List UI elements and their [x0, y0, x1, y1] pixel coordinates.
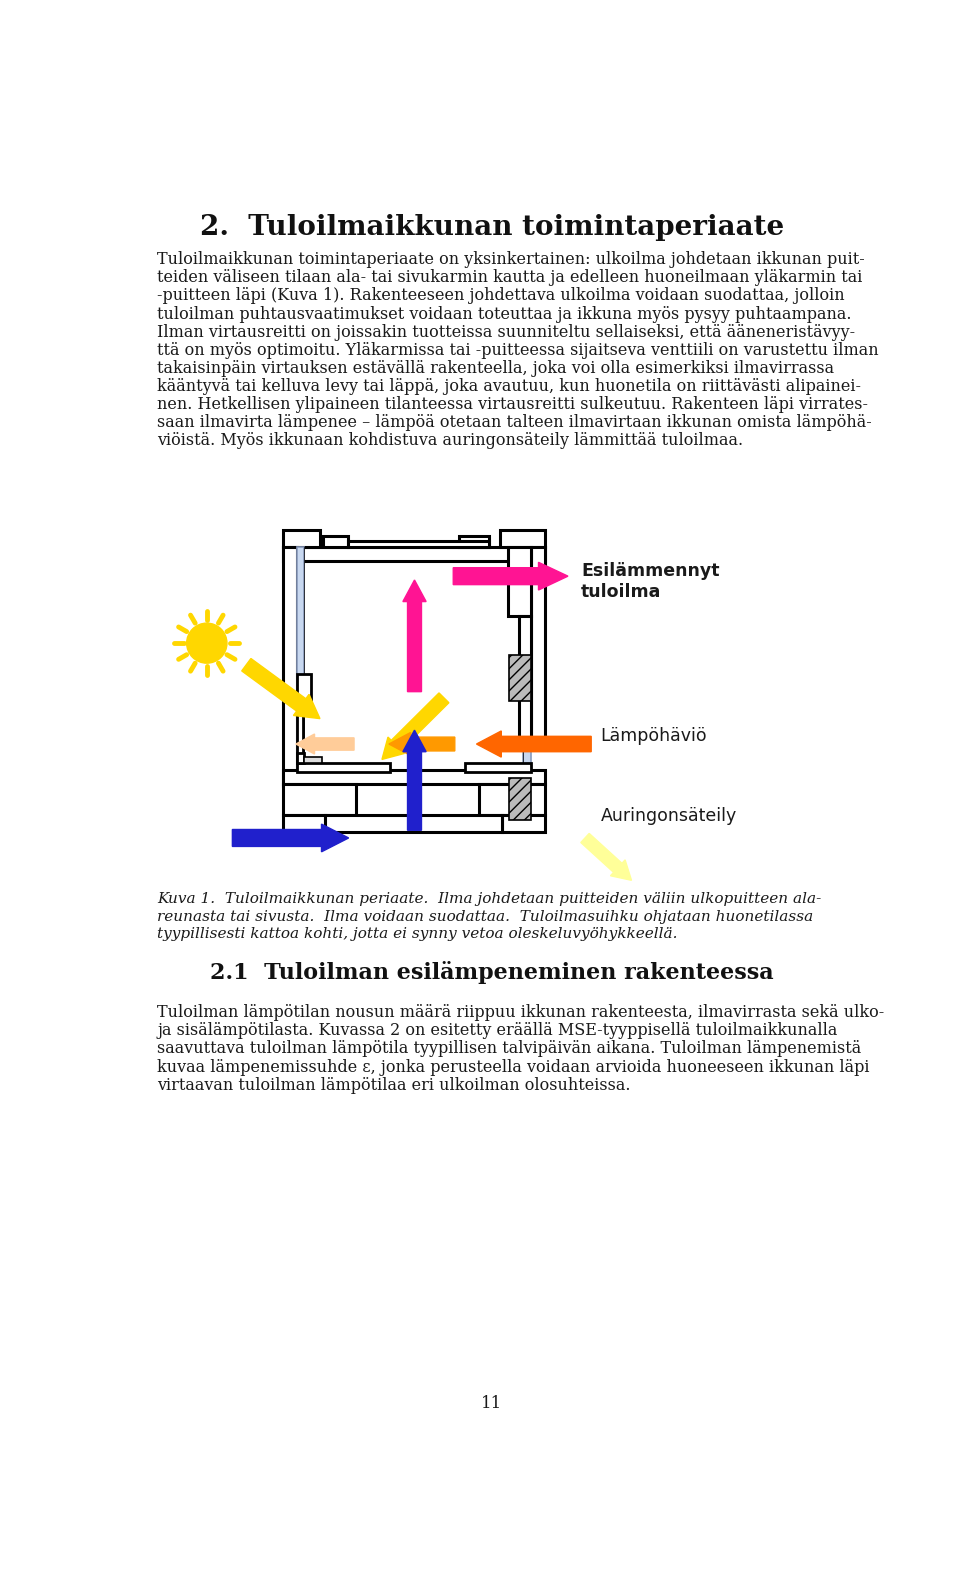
Bar: [297, 753, 304, 763]
Text: 11: 11: [481, 1394, 503, 1411]
Bar: [283, 784, 356, 816]
Bar: [508, 546, 531, 616]
Text: reunasta tai sivusta.  Ilma voidaan suodattaa.  Tuloilmasuihku ohjataan huonetil: reunasta tai sivusta. Ilma voidaan suoda…: [157, 910, 813, 924]
Bar: [500, 530, 544, 546]
Bar: [283, 816, 325, 832]
Bar: [502, 816, 544, 832]
Bar: [283, 530, 320, 546]
FancyArrow shape: [403, 580, 426, 691]
Text: saan ilmavirta lämpenee – lämpöä otetaan talteen ilmavirtaan ikkunan omista lämp: saan ilmavirta lämpenee – lämpöä otetaan…: [157, 414, 872, 432]
Bar: [297, 674, 311, 704]
FancyArrow shape: [232, 824, 348, 852]
Bar: [324, 537, 348, 546]
Text: virtaavan tuloilman lämpötilaa eri ulkoilman olosuhteissa.: virtaavan tuloilman lämpötilaa eri ulkoi…: [157, 1077, 631, 1094]
Text: ttä on myös optimoitu. Yläkarmissa tai -puitteessa sijaitseva venttiili on varus: ttä on myös optimoitu. Yläkarmissa tai -…: [157, 341, 878, 358]
Text: Auringonsäteily: Auringonsäteily: [601, 808, 736, 825]
Text: Kuva 1.  Tuloilmaikkunan periaate.  Ilma johdetaan puitteiden väliin ulkopuittee: Kuva 1. Tuloilmaikkunan periaate. Ilma j…: [157, 892, 822, 906]
Bar: [531, 546, 544, 739]
Text: kääntyvä tai kelluva levy tai läppä, joka avautuu, kun huonetila on riittävästi : kääntyvä tai kelluva levy tai läppä, jok…: [157, 378, 861, 395]
Text: teiden väliseen tilaan ala- tai sivukarmin kautta ja edelleen huoneilmaan yläkar: teiden väliseen tilaan ala- tai sivukarm…: [157, 269, 863, 287]
Text: takaisinpäin virtauksen estävällä rakenteella, joka voi olla esimerkiksi ilmavir: takaisinpäin virtauksen estävällä rakent…: [157, 360, 834, 378]
FancyArrow shape: [581, 833, 632, 881]
Bar: [297, 704, 303, 763]
Bar: [283, 546, 297, 785]
Text: viöistä. Myös ikkunaan kohdistuva auringonsäteily lämmittää tuloilmaa.: viöistä. Myös ikkunaan kohdistuva auring…: [157, 432, 743, 449]
Text: -puitteen läpi (Kuva 1). Rakenteeseen johdettava ulkoilma voidaan suodattaa, jol: -puitteen läpi (Kuva 1). Rakenteeseen jo…: [157, 287, 845, 304]
Text: 2.1  Tuloilman esilämpeneminen rakenteessa: 2.1 Tuloilman esilämpeneminen rakenteess…: [210, 961, 774, 984]
Bar: [523, 546, 531, 769]
FancyArrow shape: [389, 733, 455, 755]
Bar: [509, 655, 531, 701]
FancyArrow shape: [382, 693, 449, 760]
Bar: [460, 537, 489, 546]
FancyArrow shape: [403, 730, 426, 830]
Text: kuvaa lämpenemissuhde ε, jonka perusteella voidaan arvioida huoneeseen ikkunan l: kuvaa lämpenemissuhde ε, jonka perusteel…: [157, 1059, 870, 1075]
Text: Lämpöhäviö: Lämpöhäviö: [601, 726, 708, 746]
FancyArrow shape: [296, 734, 354, 753]
FancyArrow shape: [453, 562, 568, 589]
Text: tyypillisesti kattoa kohti, jotta ei synny vetoa oleskeluvyöhykkeellä.: tyypillisesti kattoa kohti, jotta ei syn…: [157, 927, 678, 941]
Text: tuloilman puhtausvaatimukset voidaan toteuttaa ja ikkuna myös pysyy puhtaampana.: tuloilman puhtausvaatimukset voidaan tot…: [157, 306, 852, 322]
Bar: [479, 784, 544, 816]
Bar: [297, 546, 304, 769]
Circle shape: [186, 623, 227, 663]
Bar: [519, 616, 531, 739]
Text: Tuloilmaikkunan toimintaperiaate on yksinkertainen: ulkoilma johdetaan ikkunan p: Tuloilmaikkunan toimintaperiaate on yksi…: [157, 252, 865, 268]
Bar: [509, 777, 531, 820]
Bar: [304, 546, 523, 769]
Text: nen. Hetkellisen ylipaineen tilanteessa virtausreitti sulkeutuu. Rakenteen läpi : nen. Hetkellisen ylipaineen tilanteessa …: [157, 397, 868, 413]
Bar: [465, 763, 531, 771]
Bar: [304, 757, 322, 763]
Bar: [325, 816, 502, 832]
Bar: [283, 769, 544, 784]
Text: saavuttava tuloilman lämpötila tyypillisen talvipäivän aikana. Tuloilman lämpene: saavuttava tuloilman lämpötila tyypillis…: [157, 1040, 861, 1058]
Text: ja sisälämpötilasta. Kuvassa 2 on esitetty eräällä MSE-tyyppisellä tuloilmaikkun: ja sisälämpötilasta. Kuvassa 2 on esitet…: [157, 1023, 837, 1039]
Text: Esilämmennyt
tuloilma: Esilämmennyt tuloilma: [581, 562, 720, 601]
Bar: [297, 763, 390, 771]
Text: 2.  Tuloilmaikkunan toimintaperiaate: 2. Tuloilmaikkunan toimintaperiaate: [200, 215, 784, 241]
FancyArrow shape: [476, 731, 591, 757]
Text: Tuloilman lämpötilan nousun määrä riippuu ikkunan rakenteesta, ilmavirrasta sekä: Tuloilman lämpötilan nousun määrä riippu…: [157, 1004, 884, 1021]
FancyArrow shape: [242, 658, 320, 718]
Bar: [348, 540, 489, 546]
Bar: [283, 546, 544, 561]
Text: Ilman virtausreitti on joissakin tuotteissa suunniteltu sellaiseksi, että äänene: Ilman virtausreitti on joissakin tuottei…: [157, 323, 855, 341]
